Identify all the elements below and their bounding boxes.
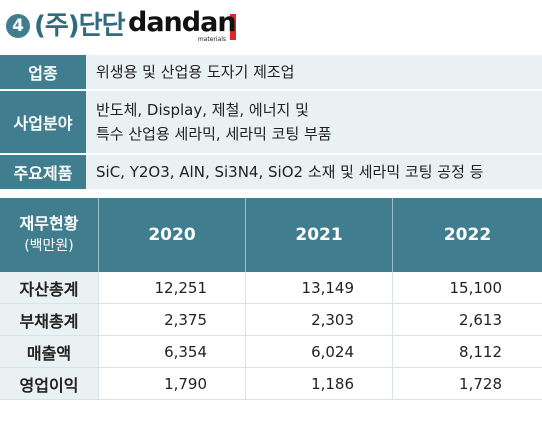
info-label: 사업분야 (0, 90, 86, 155)
year-header: 2020 (98, 198, 247, 272)
info-value: SiC, Y2O3, AlN, Si3N4, SiO2 소재 및 세라믹 코팅 … (86, 154, 542, 191)
financials-row-operating-profit: 영업이익 1,790 1,186 1,728 (0, 367, 542, 400)
value-cell: 2,303 (245, 303, 394, 336)
value-cell: 1,186 (245, 367, 394, 400)
info-value-line: 특수 산업용 세라믹, 세라믹 코팅 부품 (96, 125, 332, 143)
financials-table: 재무현황 (백만원) 2020 2021 2022 자산총계 12,251 13… (0, 198, 542, 400)
financials-corner-header: 재무현황 (백만원) (0, 198, 99, 272)
info-row-industry: 업종 위생용 및 산업용 도자기 제조업 (0, 55, 542, 91)
value-cell: 15,100 (392, 272, 542, 304)
financials-header-row: 재무현황 (백만원) 2020 2021 2022 (0, 198, 542, 272)
value-cell: 2,613 (392, 303, 542, 336)
row-label: 매출액 (0, 335, 99, 368)
row-label: 부채총계 (0, 303, 99, 336)
info-value: 위생용 및 산업용 도자기 제조업 (86, 55, 542, 91)
value-cell: 12,251 (98, 272, 247, 304)
info-value-line: 반도체, Display, 제철, 에너지 및 (96, 101, 309, 119)
row-label: 자산총계 (0, 272, 99, 304)
logo-wordmark: dandan (128, 7, 237, 38)
info-label: 업종 (0, 55, 86, 91)
year-header: 2021 (245, 198, 394, 272)
financials-row-assets: 자산총계 12,251 13,149 15,100 (0, 272, 542, 304)
financials-row-liabilities: 부채총계 2,375 2,303 2,613 (0, 303, 542, 336)
info-value-line: SiC, Y2O3, AlN, Si3N4, SiO2 소재 및 세라믹 코팅 … (96, 163, 484, 181)
logo-red-mark (230, 14, 236, 40)
value-cell: 6,024 (245, 335, 394, 368)
row-label: 영업이익 (0, 367, 99, 400)
info-label: 주요제품 (0, 154, 86, 191)
company-name: (주)단단 (34, 11, 126, 41)
value-cell: 8,112 (392, 335, 542, 368)
financials-unit: (백만원) (24, 238, 74, 254)
financials-row-revenue: 매출액 6,354 6,024 8,112 (0, 335, 542, 368)
year-header: 2022 (392, 198, 542, 272)
value-cell: 1,728 (392, 367, 542, 400)
company-logo: dandan materials (128, 7, 240, 46)
section-number-badge: 4 (6, 14, 30, 38)
value-cell: 6,354 (98, 335, 247, 368)
value-cell: 13,149 (245, 272, 394, 304)
financials-title: 재무현황 (19, 214, 79, 233)
company-info-table: 업종 위생용 및 산업용 도자기 제조업 사업분야 반도체, Display, … (0, 55, 542, 191)
info-value-line: 위생용 및 산업용 도자기 제조업 (96, 63, 295, 81)
logo-subtitle: materials (197, 36, 226, 43)
value-cell: 2,375 (98, 303, 247, 336)
value-cell: 1,790 (98, 367, 247, 400)
info-row-products: 주요제품 SiC, Y2O3, AlN, Si3N4, SiO2 소재 및 세라… (0, 154, 542, 191)
company-header: 4 (주)단단 dandan materials (0, 0, 542, 52)
